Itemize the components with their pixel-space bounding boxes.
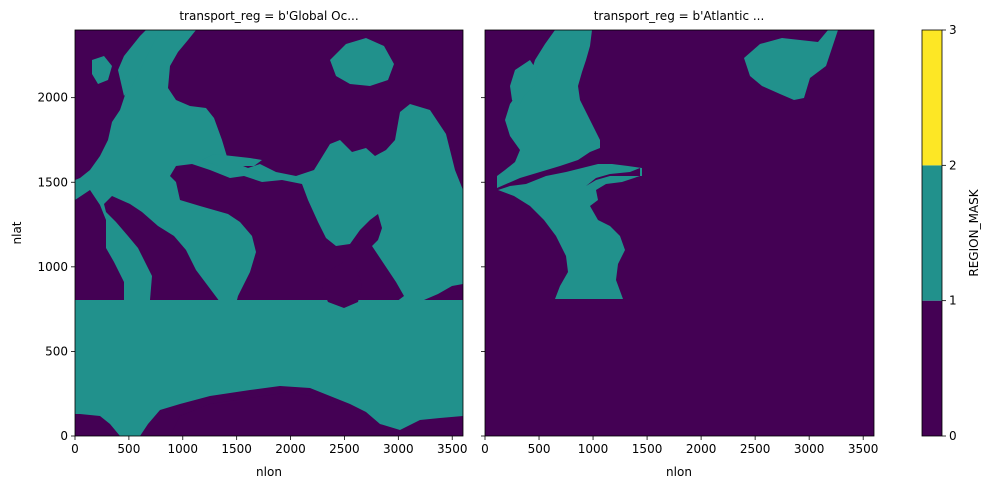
panel-frame-global [74,29,464,437]
y-ticks-global: 0 500 1000 1500 2000 [37,91,75,443]
panel-title-atlantic: transport_reg = b'Atlantic ... [594,9,765,23]
colorbar-ticks: 0 1 2 3 [942,23,957,443]
x-tick-label: 3000 [383,442,414,456]
x-tick-label: 0 [71,442,79,456]
y-axis-label-global: nlat [10,221,24,244]
ocean-mask-atlantic [497,30,838,299]
x-tick-label: 500 [117,442,140,456]
y-tick-label: 500 [45,344,68,358]
mask-atlantic-south [498,164,642,299]
x-tick-label: 2500 [329,442,360,456]
mask-southern-ocean [75,30,463,350]
x-tick-label: 3000 [794,442,825,456]
mask-arctic-east [330,38,394,86]
colorbar-label: REGION_MASK [967,188,981,276]
panel-global: transport_reg = b'Global Oc... 0 500 1000 1… [10,9,467,479]
x-tick-label: 1000 [578,442,609,456]
x-axis-label-atlantic: nlon [666,465,692,479]
colorbar-frame [921,29,943,437]
panel-atlantic: transport_reg = b'Atlantic ... 0 500 1000 1… [481,9,878,479]
mask-atlantic-basin [497,30,600,188]
y-tick-label: 2000 [37,91,68,105]
colorbar-level [922,300,942,436]
colorbar-level [922,30,942,166]
x-tick-label: 2500 [740,442,771,456]
panel-frame-atlantic [484,29,875,437]
x-tick-label: 0 [481,442,489,456]
ocean-mask-global [75,30,463,436]
colorbar-level [922,165,942,301]
y-tick-label: 1000 [37,260,68,274]
x-axis-label-global: nlon [256,465,282,479]
y-tick-label: 1500 [37,175,68,189]
x-tick-label: 1000 [168,442,199,456]
mask-antarctica-land [170,392,392,436]
y-tick-label: 0 [60,429,68,443]
mask-australia-land [322,262,362,308]
mask-south-band [75,300,463,436]
colorbar-tick-label: 3 [949,23,957,37]
colorbar-tick-label: 1 [949,294,957,308]
mask-hudson [92,56,112,84]
x-tick-label: 1500 [221,442,252,456]
x-ticks-atlantic: 0 500 1000 1500 2000 2500 3000 3500 [481,436,878,456]
colorbar: 0 1 2 3 REGION_MASK [921,23,981,443]
colorbar-tick-label: 2 [949,158,957,172]
colorbar-levels [922,30,942,436]
x-tick-label: 3500 [848,442,879,456]
x-ticks-global: 0 500 1000 1500 2000 2500 3000 3500 [71,436,467,456]
x-tick-label: 1500 [632,442,663,456]
x-tick-label: 3500 [437,442,468,456]
x-tick-label: 2000 [686,442,717,456]
x-tick-label: 2000 [275,442,306,456]
y-ticks-atlantic [481,97,485,437]
panel-title-global: transport_reg = b'Global Oc... [179,9,358,23]
x-tick-label: 500 [528,442,551,456]
mask-arctic-atlantic [744,30,838,100]
mask-mediterranean [202,154,262,166]
colorbar-tick-label: 0 [949,429,957,443]
mask-north-atlantic [118,30,160,96]
mask-atlantic-north [510,60,538,108]
